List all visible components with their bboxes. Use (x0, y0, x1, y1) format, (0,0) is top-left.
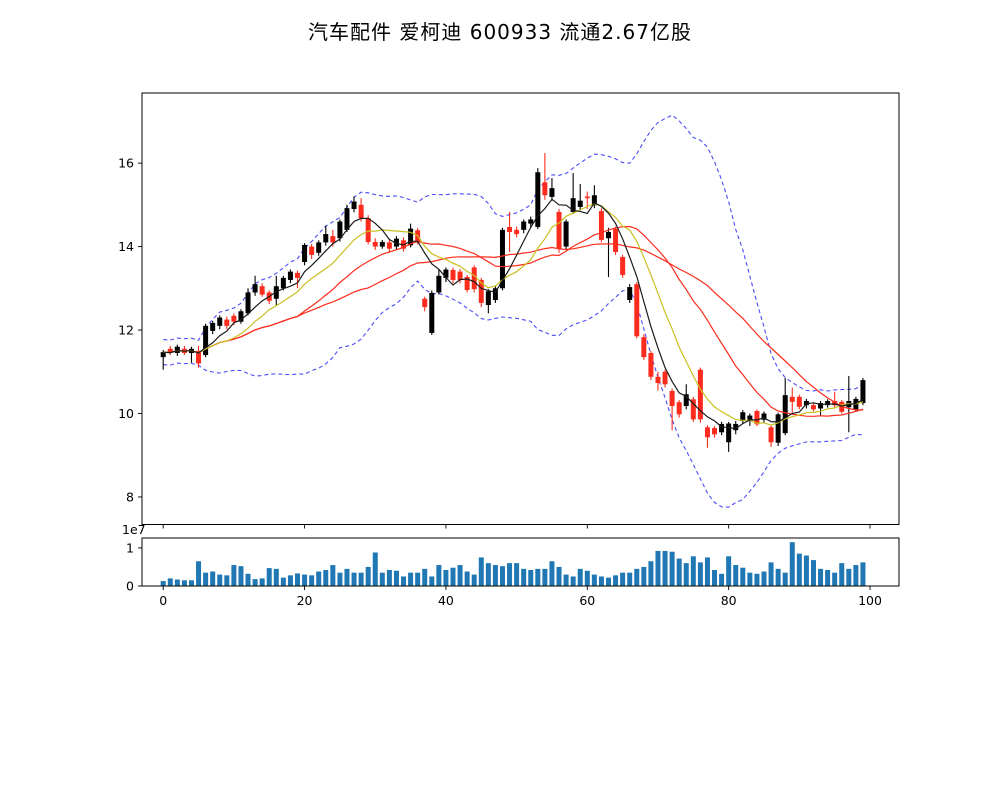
svg-text:60: 60 (579, 593, 595, 608)
svg-text:14: 14 (118, 239, 134, 254)
volume-bars (160, 542, 866, 586)
bollinger-upper (163, 114, 864, 392)
svg-text:20: 20 (297, 593, 313, 608)
ma-line-5 (163, 198, 864, 430)
svg-text:8: 8 (126, 489, 134, 504)
svg-text:0: 0 (159, 593, 167, 608)
svg-text:1: 1 (126, 540, 134, 555)
svg-text:10: 10 (118, 406, 134, 421)
price-panel-border (141, 92, 900, 525)
svg-text:100: 100 (858, 593, 882, 608)
axes-ticks (138, 162, 871, 590)
svg-text:40: 40 (438, 593, 454, 608)
volume-panel-border (141, 537, 900, 587)
svg-text:0: 0 (126, 579, 134, 594)
svg-text:16: 16 (118, 156, 134, 171)
ma-line-10 (163, 203, 864, 426)
ma-line-20 (163, 225, 864, 417)
bollinger-lower (163, 280, 864, 508)
price-panel-plot (160, 114, 866, 508)
chart-title: 汽车配件 爱柯迪 600933 流通2.67亿股 (308, 20, 692, 44)
bollinger-bands (163, 114, 864, 508)
volume-scale-label: 1e7 (122, 522, 146, 537)
svg-text:80: 80 (721, 593, 737, 608)
svg-text:12: 12 (118, 323, 134, 338)
